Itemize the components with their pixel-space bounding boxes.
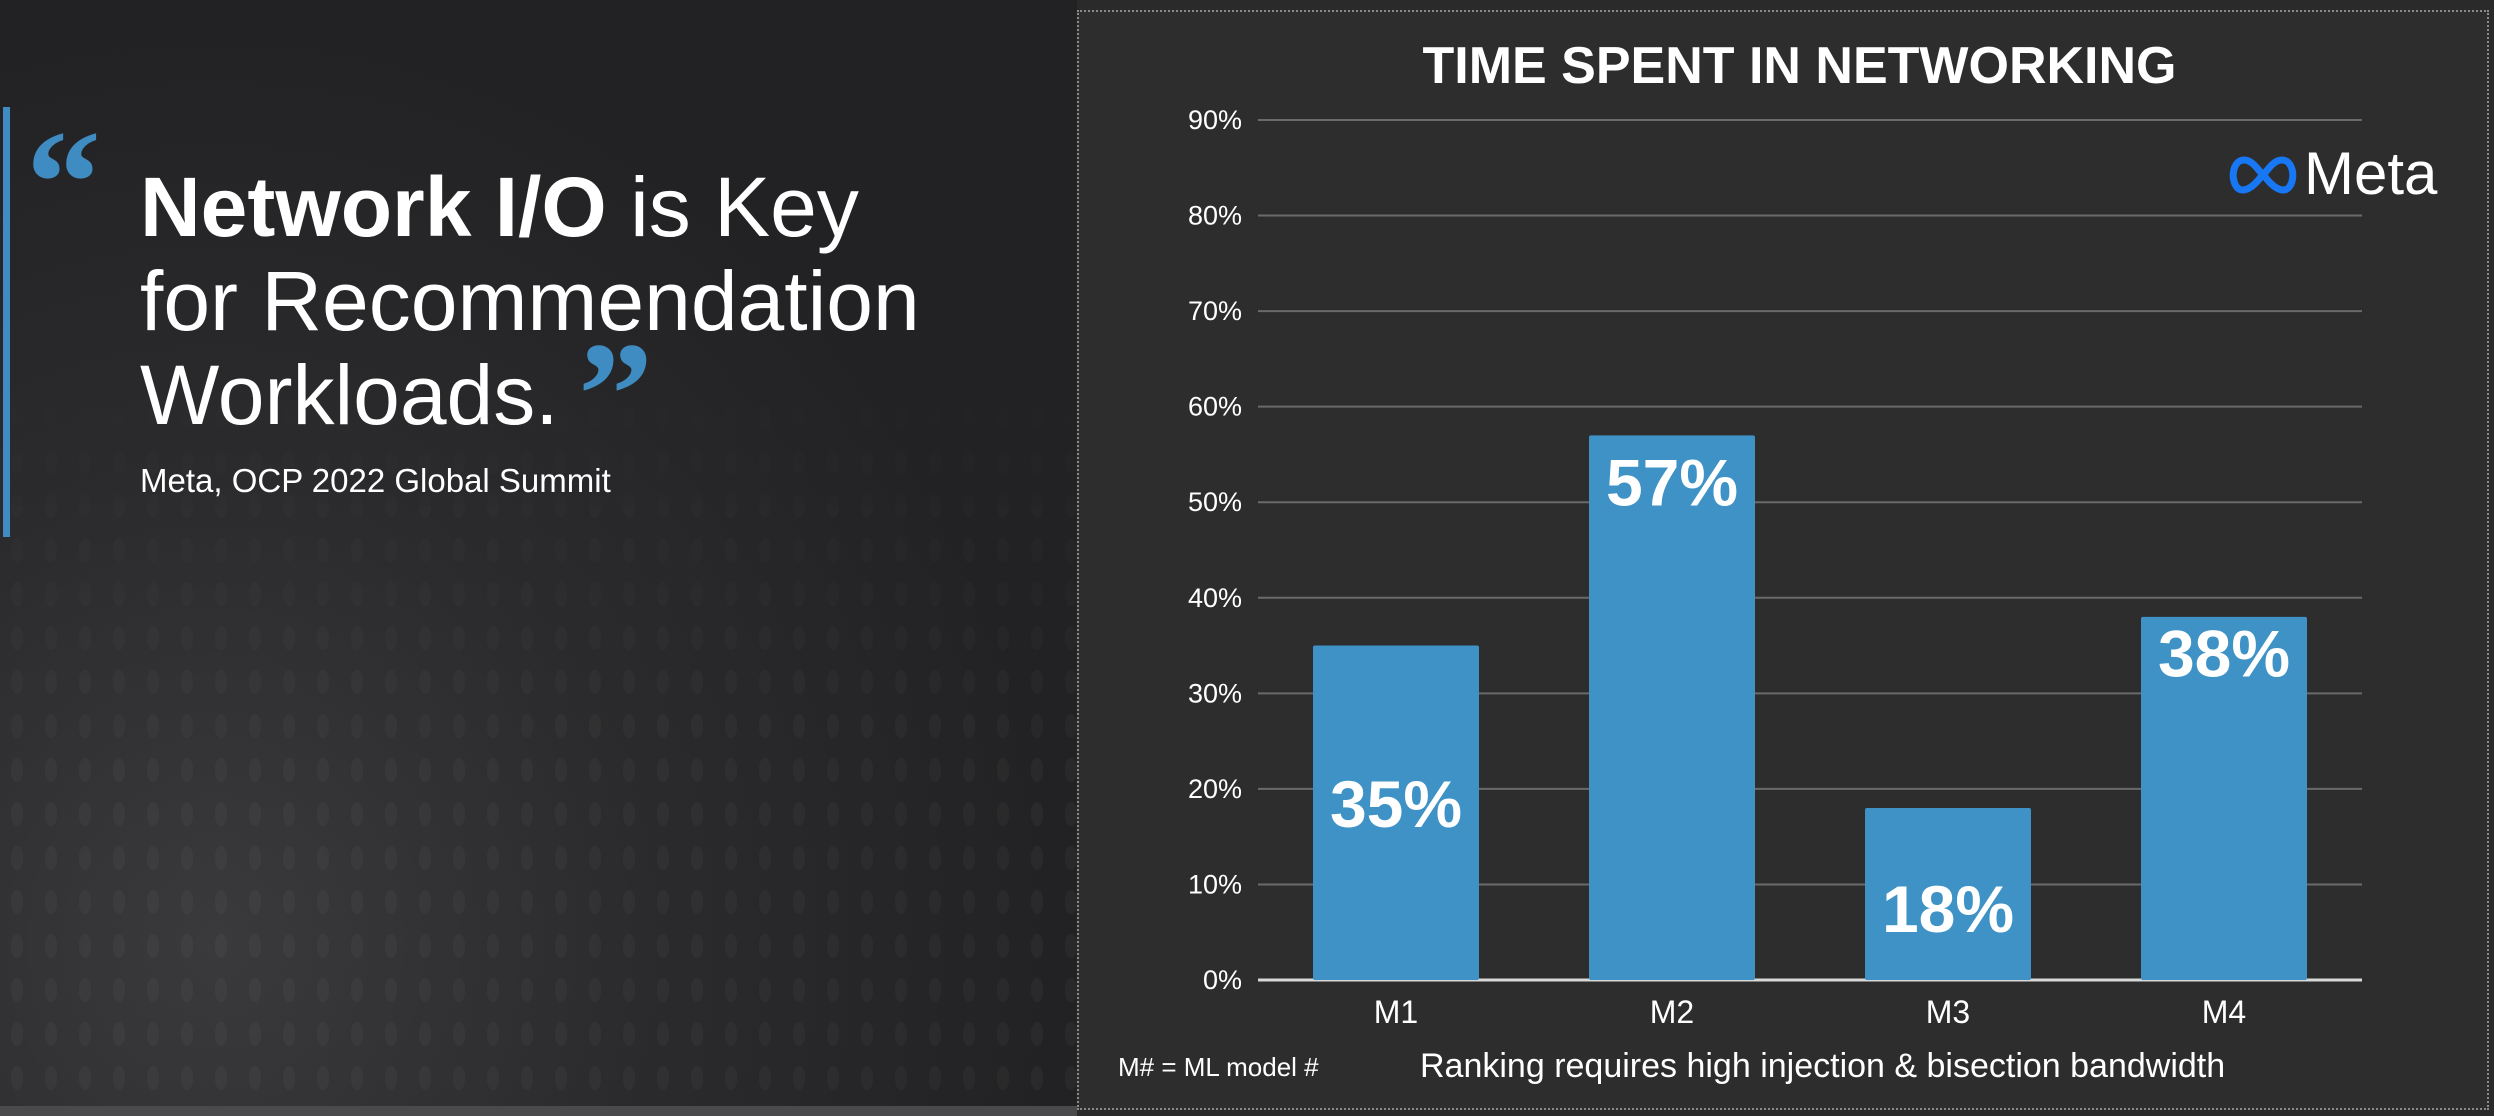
x-tick-label: M2 xyxy=(1650,994,1694,1030)
attribution: Meta, OCP 2022 Global Summit xyxy=(140,462,611,499)
y-tick-label: 10% xyxy=(1188,869,1242,899)
accent-bar xyxy=(3,107,10,537)
data-label-m1: 35% xyxy=(1330,767,1462,841)
bar-m4 xyxy=(2141,616,2307,980)
bar-m2 xyxy=(1589,435,1755,980)
data-label-m3: 18% xyxy=(1882,872,2014,946)
y-tick-label: 0% xyxy=(1203,965,1242,995)
y-tick-label: 60% xyxy=(1188,392,1242,422)
y-tick-label: 40% xyxy=(1188,583,1242,613)
data-label-m2: 57% xyxy=(1606,446,1738,520)
headline: Network I/O is Key for Recommendation Wo… xyxy=(140,160,1040,442)
y-tick-label: 50% xyxy=(1188,487,1242,517)
open-quote-icon: “ xyxy=(26,100,101,266)
headline-line-1: Network I/O is Key xyxy=(140,160,1040,254)
chart-title: TIME SPENT IN NETWORKING xyxy=(1422,37,2177,95)
x-tick-label: M4 xyxy=(2202,994,2246,1030)
meta-logo-text: Meta xyxy=(2304,140,2438,207)
meta-logo: Meta xyxy=(2228,142,2437,206)
headline-bold: Network I/O xyxy=(140,160,607,254)
close-quote-icon: ” xyxy=(578,312,653,478)
left-panel xyxy=(0,0,1077,1108)
y-tick-label: 70% xyxy=(1188,296,1242,326)
y-tick-label: 80% xyxy=(1188,201,1242,231)
headline-rest: is Key xyxy=(606,160,859,254)
y-tick-label: 20% xyxy=(1188,774,1242,804)
headline-line-2: for Recommendation xyxy=(140,254,920,348)
bar-m3 xyxy=(1865,808,2031,980)
chart-caption: Ranking requires high injection & bisect… xyxy=(1420,1047,2226,1085)
headline-line-3: Workloads. xyxy=(140,348,559,442)
y-tick-label: 90% xyxy=(1188,105,1242,135)
data-label-m4: 38% xyxy=(2158,616,2290,690)
meta-infinity-icon xyxy=(2229,156,2297,194)
model-legend-note: M# = ML model # xyxy=(1118,1052,1319,1082)
x-tick-label: M3 xyxy=(1926,994,1970,1030)
bar-m1 xyxy=(1313,645,1479,980)
x-tick-label: M1 xyxy=(1374,994,1418,1030)
y-tick-label: 30% xyxy=(1188,678,1242,708)
bottom-strip xyxy=(0,1106,1077,1116)
